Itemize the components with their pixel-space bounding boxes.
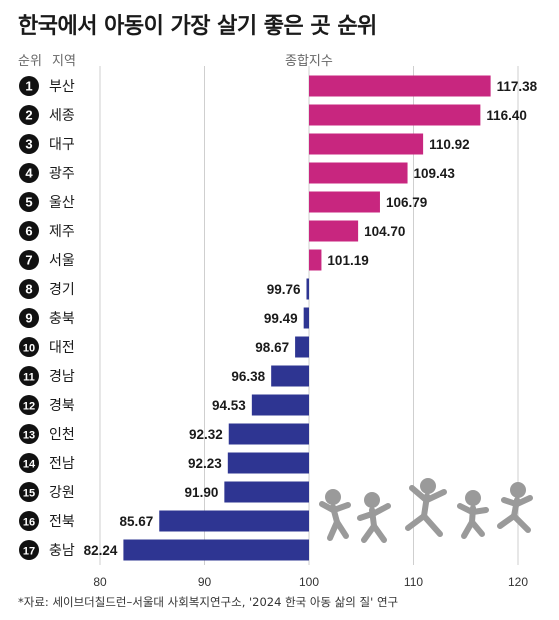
region-label: 전북: [49, 514, 75, 530]
rank-badge: [19, 250, 39, 270]
rank-number: 10: [23, 343, 35, 355]
bar-대구: [309, 133, 424, 155]
bar-경북: [251, 394, 309, 416]
value-label: 91.90: [185, 485, 219, 500]
rank-number: 9: [25, 311, 32, 326]
rank-number: 12: [23, 401, 35, 413]
region-label: 경남: [49, 369, 75, 385]
bar-서울: [309, 249, 322, 271]
rank-badge: [19, 366, 39, 386]
rank-badge: [19, 453, 39, 473]
rank-badge: [19, 134, 39, 154]
region-label: 대전: [49, 340, 75, 356]
region-label: 충남: [49, 543, 75, 559]
value-label: 116.40: [486, 108, 527, 123]
bar-제주: [309, 220, 359, 242]
rank-number: 5: [25, 195, 32, 210]
bar-세종: [309, 104, 481, 126]
bar-전남: [227, 452, 309, 474]
rank-number: 7: [25, 253, 32, 268]
value-label: 101.19: [327, 253, 368, 268]
rank-number: 6: [25, 224, 32, 239]
rank-number: 8: [25, 282, 32, 297]
chart-title: 한국에서 아동이 가장 살기 좋은 곳 순위: [18, 14, 377, 39]
rank-number: 4: [25, 166, 33, 181]
rank-badge: [19, 540, 39, 560]
index-header: 종합지수: [285, 54, 333, 69]
bar-전북: [159, 510, 309, 532]
rank-number: 2: [25, 108, 32, 123]
region-label: 전남: [49, 456, 75, 472]
rank-number: 3: [25, 137, 32, 152]
x-tick-label: 110: [404, 575, 423, 589]
bar-경남: [271, 365, 309, 387]
value-label: 92.32: [189, 427, 223, 442]
region-label: 인천: [49, 427, 75, 443]
region-label: 대구: [49, 137, 75, 153]
region-label: 경기: [49, 282, 75, 298]
value-label: 92.23: [188, 456, 222, 471]
rank-badge: [19, 163, 39, 183]
value-label: 82.24: [84, 543, 118, 558]
bar-충남: [123, 539, 310, 561]
bar-광주: [309, 162, 408, 184]
x-tick-label: 120: [508, 575, 528, 589]
region-label: 강원: [49, 485, 75, 501]
rank-number: 11: [23, 372, 35, 384]
rank-badge: [19, 424, 39, 444]
rank-badge: [19, 308, 39, 328]
rank-header: 순위: [18, 54, 42, 69]
value-label: 94.53: [212, 398, 246, 413]
children-illustration: [319, 478, 533, 543]
rank-number: 1: [25, 79, 32, 94]
x-tick-label: 80: [93, 575, 107, 589]
value-label: 104.70: [364, 224, 405, 239]
value-label: 85.67: [119, 514, 153, 529]
region-label: 제주: [49, 224, 75, 240]
rank-badge: [19, 76, 39, 96]
rank-badge: [19, 511, 39, 531]
value-label: 96.38: [231, 369, 265, 384]
value-label: 106.79: [386, 195, 427, 210]
bar-대전: [295, 336, 309, 358]
x-tick-label: 90: [198, 575, 212, 589]
rank-badge: [19, 482, 39, 502]
bar-부산: [309, 75, 491, 97]
bar-강원: [224, 481, 309, 503]
region-label: 세종: [49, 108, 75, 124]
rank-badge: [19, 279, 39, 299]
rank-number: 15: [23, 488, 35, 500]
rank-badge: [19, 192, 39, 212]
value-label: 117.38: [497, 79, 538, 94]
value-label: 99.49: [264, 311, 298, 326]
bar-충북: [303, 307, 309, 329]
bar-경기: [306, 278, 309, 300]
rank-number: 13: [23, 430, 35, 442]
region-label: 울산: [49, 195, 75, 211]
rank-number: 16: [23, 517, 35, 529]
x-tick-label: 100: [299, 575, 319, 589]
rank-badge: [19, 395, 39, 415]
bar-인천: [228, 423, 309, 445]
region-label: 서울: [49, 253, 75, 269]
rank-badge: [19, 221, 39, 241]
region-label: 부산: [49, 79, 75, 95]
region-header: 지역: [52, 54, 76, 69]
rank-number: 17: [23, 546, 35, 558]
value-label: 109.43: [414, 166, 456, 181]
bar-울산: [309, 191, 380, 213]
region-label: 경북: [49, 398, 75, 414]
rank-badge: [19, 105, 39, 125]
value-label: 110.92: [429, 137, 470, 152]
value-label: 99.76: [267, 282, 301, 297]
source-note: *자료: 세이브더칠드런–서울대 사회복지연구소, '2024 한국 아동 삶의…: [18, 595, 399, 609]
rank-number: 14: [23, 459, 36, 471]
region-label: 광주: [49, 166, 75, 182]
region-label: 충북: [49, 311, 75, 327]
value-label: 98.67: [255, 340, 289, 355]
rank-badge: [19, 337, 39, 357]
